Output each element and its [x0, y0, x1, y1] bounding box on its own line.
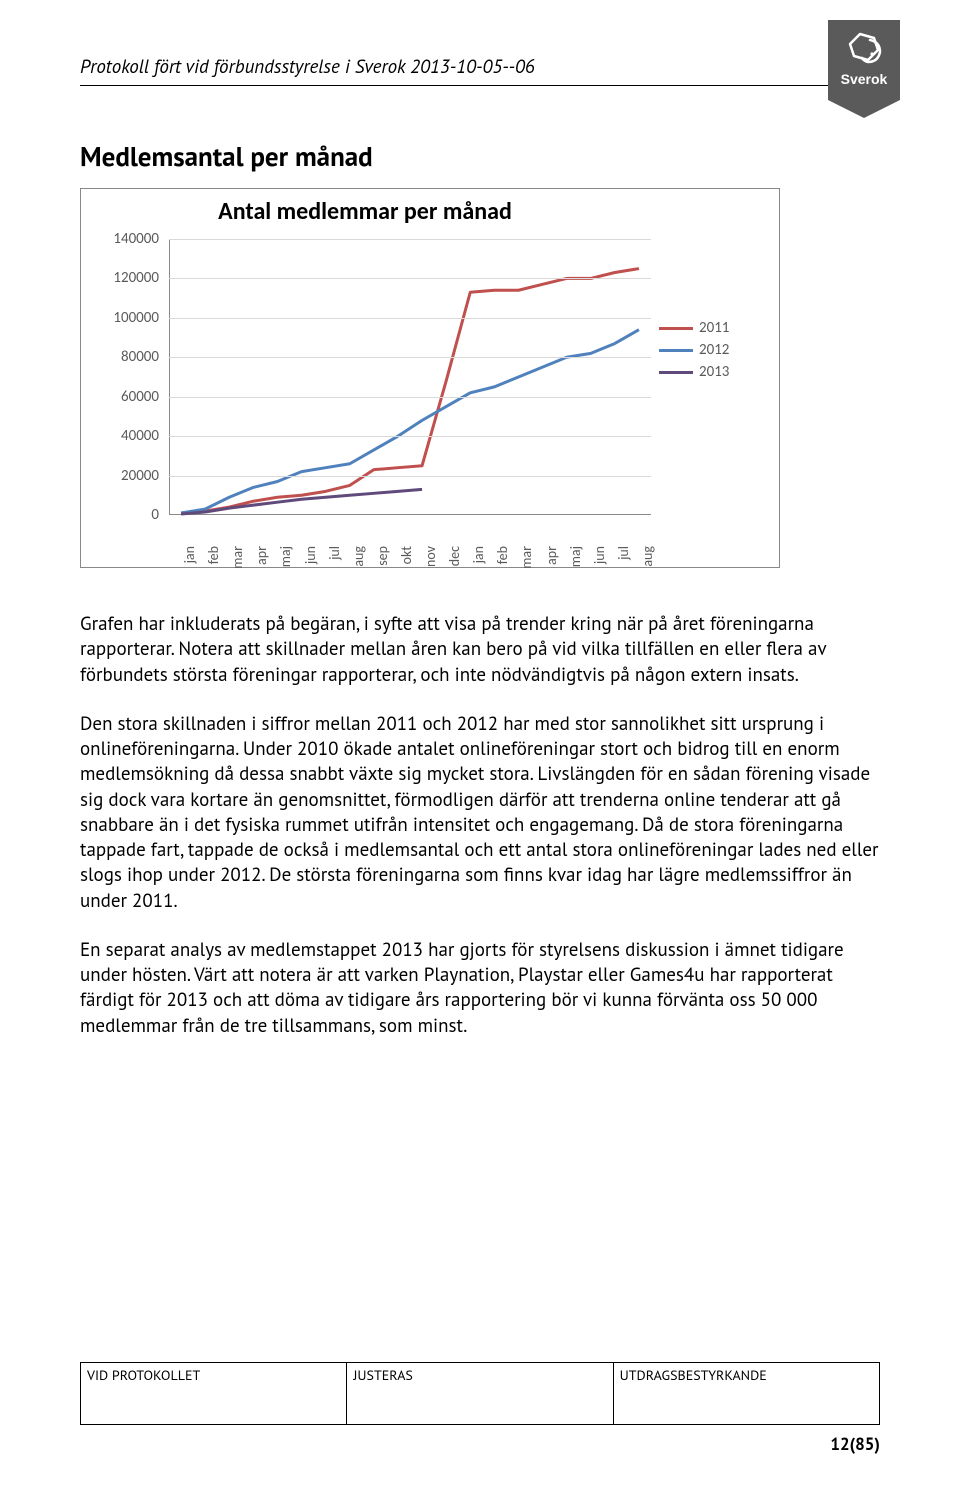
footer-cell: VID PROTOKOLLET — [81, 1363, 347, 1425]
chart-x-tick: okt — [398, 546, 415, 564]
chart-x-tick: maj — [277, 546, 294, 567]
chart-legend: 2011 2012 2013 — [659, 319, 771, 385]
chart-y-tick: 120000 — [113, 269, 159, 287]
chart-y-tick: 80000 — [121, 348, 159, 366]
chart-plot-area — [169, 239, 651, 515]
chart-x-tick: mar — [229, 546, 246, 569]
chart-title: Antal medlemmar per månad — [81, 197, 649, 226]
chart-x-tick: apr — [543, 546, 560, 565]
chart-x-tick: nov — [422, 546, 439, 567]
legend-swatch — [659, 349, 693, 352]
header-rule — [80, 85, 880, 86]
chart-y-tick: 20000 — [121, 467, 159, 485]
paragraph: Den stora skillnaden i siffror mellan 20… — [80, 712, 880, 914]
chart-x-tick: apr — [253, 546, 270, 565]
chart-x-tick: jul — [615, 546, 632, 560]
chart-y-tick: 140000 — [113, 230, 159, 248]
chart-gridline — [169, 357, 651, 358]
signature-table: VID PROTOKOLLET JUSTERAS UTDRAGSBESTYRKA… — [80, 1362, 880, 1425]
page-number: 12(85) — [80, 1433, 880, 1455]
chart-x-tick: aug — [350, 546, 367, 567]
chart-gridline — [169, 476, 651, 477]
chart-y-tick: 40000 — [121, 427, 159, 445]
legend-swatch — [659, 327, 693, 330]
chart-x-tick: aug — [639, 546, 656, 567]
chart-legend-item: 2013 — [659, 363, 771, 381]
chart-x-axis: janfebmaraprmajjunjulaugsepoktnovdecjanf… — [169, 517, 651, 563]
chart-x-tick: jan — [181, 546, 198, 563]
legend-label: 2011 — [699, 319, 729, 337]
paragraph: Grafen har inkluderats på begäran, i syf… — [80, 612, 880, 688]
chart-x-tick: sep — [374, 546, 391, 566]
chart-x-tick: mar — [518, 546, 535, 569]
page-footer: VID PROTOKOLLET JUSTERAS UTDRAGSBESTYRKA… — [80, 1362, 880, 1455]
chart-x-tick: jan — [470, 546, 487, 563]
legend-label: 2013 — [699, 363, 729, 381]
chart-x-tick: jul — [326, 546, 343, 560]
chart-legend-item: 2012 — [659, 341, 771, 359]
footer-cell: UTDRAGSBESTYRKANDE — [613, 1363, 879, 1425]
chart-x-tick: maj — [567, 546, 584, 567]
chart-lines-svg — [169, 239, 651, 515]
chart-x-tick: jun — [302, 546, 319, 564]
legend-swatch — [659, 371, 693, 374]
body-text: Grafen har inkluderats på begäran, i syf… — [80, 612, 880, 1039]
chart-y-axis: 020000400006000080000100000120000140000 — [81, 239, 165, 515]
chart-gridline — [169, 278, 651, 279]
chart-x-tick: dec — [446, 546, 463, 566]
logo-text: Sverok — [841, 71, 888, 87]
chart-x-tick: jun — [591, 546, 608, 564]
legend-label: 2012 — [699, 341, 729, 359]
chart-y-tick: 100000 — [113, 309, 159, 327]
chart-y-tick: 0 — [151, 506, 159, 524]
paragraph: En separat analys av medlemstappet 2013 … — [80, 938, 880, 1039]
chart-gridline — [169, 318, 651, 319]
members-chart: Antal medlemmar per månad 0 20000 40000 600… — [80, 188, 780, 568]
footer-cell: JUSTERAS — [347, 1363, 613, 1425]
chart-legend-item: 2011 — [659, 319, 771, 337]
chart-gridline — [169, 239, 651, 240]
chart-x-tick: feb — [205, 546, 222, 564]
chart-gridline — [169, 397, 651, 398]
chart-y-tick: 60000 — [121, 388, 159, 406]
section-title: Medlemsantal per månad — [80, 140, 880, 174]
chart-gridline — [169, 436, 651, 437]
doc-header: Protokoll fört vid förbundsstyrelse i Sv… — [80, 35, 535, 79]
chart-x-tick: feb — [494, 546, 511, 564]
sverok-logo: Sverok — [828, 20, 900, 118]
